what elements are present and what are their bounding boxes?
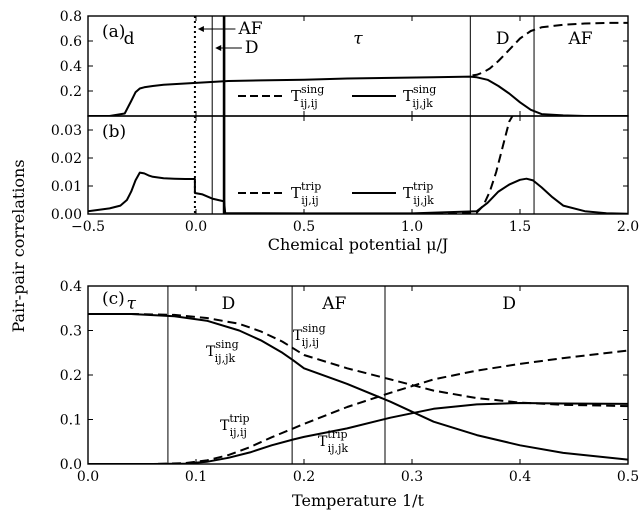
region-label-a-3: AF bbox=[567, 29, 592, 49]
x-tick-label-b-4: 1.5 bbox=[509, 219, 531, 235]
y-tick-label-c-1: 0.1 bbox=[60, 413, 82, 429]
region-label-a-2: D bbox=[496, 29, 510, 49]
y-tick-label-c-2: 0.2 bbox=[60, 368, 82, 384]
annotation-sing-ijjk: Tsing ij,jk bbox=[206, 338, 239, 365]
x-tick-label-c-4: 0.4 bbox=[509, 469, 531, 485]
x-tick-label-b-2: 0.5 bbox=[293, 219, 315, 235]
y-tick-label-a-2: 0.4 bbox=[60, 59, 82, 75]
series-line-c-1 bbox=[88, 313, 628, 461]
region-label-c-0: τ bbox=[126, 294, 136, 314]
series-line-a-1 bbox=[88, 75, 628, 116]
legend-sing-ijjk-label: Tsing ij,jk bbox=[403, 83, 436, 110]
y-tick-label-b-3: 0.03 bbox=[51, 123, 82, 139]
x-tick-label-c-2: 0.2 bbox=[293, 469, 315, 485]
x-tick-label-b-0: −0.5 bbox=[71, 219, 105, 235]
panel-a-label: (a) bbox=[102, 22, 125, 42]
region-label-c-2: AF bbox=[321, 294, 346, 314]
y-tick-label-c-4: 0.4 bbox=[60, 279, 82, 295]
y-tick-label-b-1: 0.01 bbox=[51, 179, 82, 195]
region-label-a-0: d bbox=[124, 29, 135, 49]
panel-c-curve-annotations: Tsing ij,jk Tsing ij,ij Ttrip ij,ij Ttrip ij… bbox=[206, 322, 348, 455]
annotation-trip-ijij: Ttrip ij,ij bbox=[220, 412, 250, 439]
series-line-b-0 bbox=[224, 116, 514, 214]
x-tick-label-b-1: 0.0 bbox=[185, 219, 207, 235]
annotation-trip-ijjk: Ttrip ij,jk bbox=[318, 428, 348, 455]
panel-b-x-axis-label: Chemical potential μ/J bbox=[268, 235, 449, 254]
y-tick-label-c-0: 0.0 bbox=[60, 457, 82, 473]
panel-c-label: (c) bbox=[102, 289, 125, 309]
series-line-b-1 bbox=[88, 171, 628, 214]
x-tick-label-c-3: 0.3 bbox=[401, 469, 423, 485]
panel-b-label: (b) bbox=[102, 122, 126, 142]
region-label-a-1: τ bbox=[353, 29, 363, 49]
series-line-a-0 bbox=[472, 21, 628, 77]
panel-a-legend: Tsing ij,ij Tsing ij,jk bbox=[238, 83, 436, 110]
panel-b: (b) 0.000.010.020.03−0.5 0.0 0.5 1.0 1.5 2.0 … bbox=[51, 115, 639, 254]
y-tick-label-b-2: 0.02 bbox=[51, 151, 82, 167]
x-tick-label-b-3: 1.0 bbox=[401, 219, 423, 235]
panel-c: (c) 0.0 0.1 0.2 0.3 0.4 0.0 0.1 0.2 0.3 0.4 0.5 τ D… bbox=[60, 279, 639, 510]
y-tick-label-b-0: 0.00 bbox=[51, 207, 82, 223]
x-tick-label-c-0: 0.0 bbox=[77, 469, 99, 485]
panel-c-frame bbox=[87, 285, 629, 465]
series-line-c-0 bbox=[88, 313, 628, 408]
panel-a: (a) 0.20.40.60.8 d τ D AF AFD Tsing ij,ij Ts… bbox=[60, 9, 629, 117]
legend-trip-ijij-label: Ttrip ij,ij bbox=[291, 180, 321, 207]
legend-trip-ijjk-label: Ttrip ij,jk bbox=[403, 180, 434, 207]
arrow-label-0: AF bbox=[237, 19, 262, 39]
panel-b-legend: Ttrip ij,ij Ttrip ij,jk bbox=[238, 180, 434, 207]
region-label-c-3: D bbox=[502, 294, 516, 314]
y-tick-label-a-4: 0.8 bbox=[60, 9, 82, 25]
arrow-head-1 bbox=[215, 45, 222, 51]
x-tick-label-c-1: 0.1 bbox=[185, 469, 207, 485]
y-tick-label-c-3: 0.3 bbox=[60, 324, 82, 340]
arrow-head-0 bbox=[197, 26, 204, 32]
x-tick-label-c-5: 0.5 bbox=[617, 469, 639, 485]
shared-y-axis-label: Pair-pair correlations bbox=[9, 159, 28, 332]
legend-sing-ijij-label: Tsing ij,ij bbox=[291, 83, 324, 110]
region-label-c-1: D bbox=[222, 294, 236, 314]
y-tick-label-a-3: 0.6 bbox=[60, 34, 82, 50]
panel-b-frame bbox=[87, 115, 629, 215]
y-tick-label-a-1: 0.2 bbox=[60, 84, 82, 100]
x-tick-label-b-5: 2.0 bbox=[617, 219, 639, 235]
panel-c-x-axis-label: Temperature 1/t bbox=[292, 491, 424, 510]
series-line-c-3 bbox=[88, 402, 628, 464]
annotation-sing-ijij: Tsing ij,ij bbox=[293, 322, 326, 349]
arrow-label-1: D bbox=[245, 38, 259, 58]
series-line-c-2 bbox=[88, 349, 628, 464]
